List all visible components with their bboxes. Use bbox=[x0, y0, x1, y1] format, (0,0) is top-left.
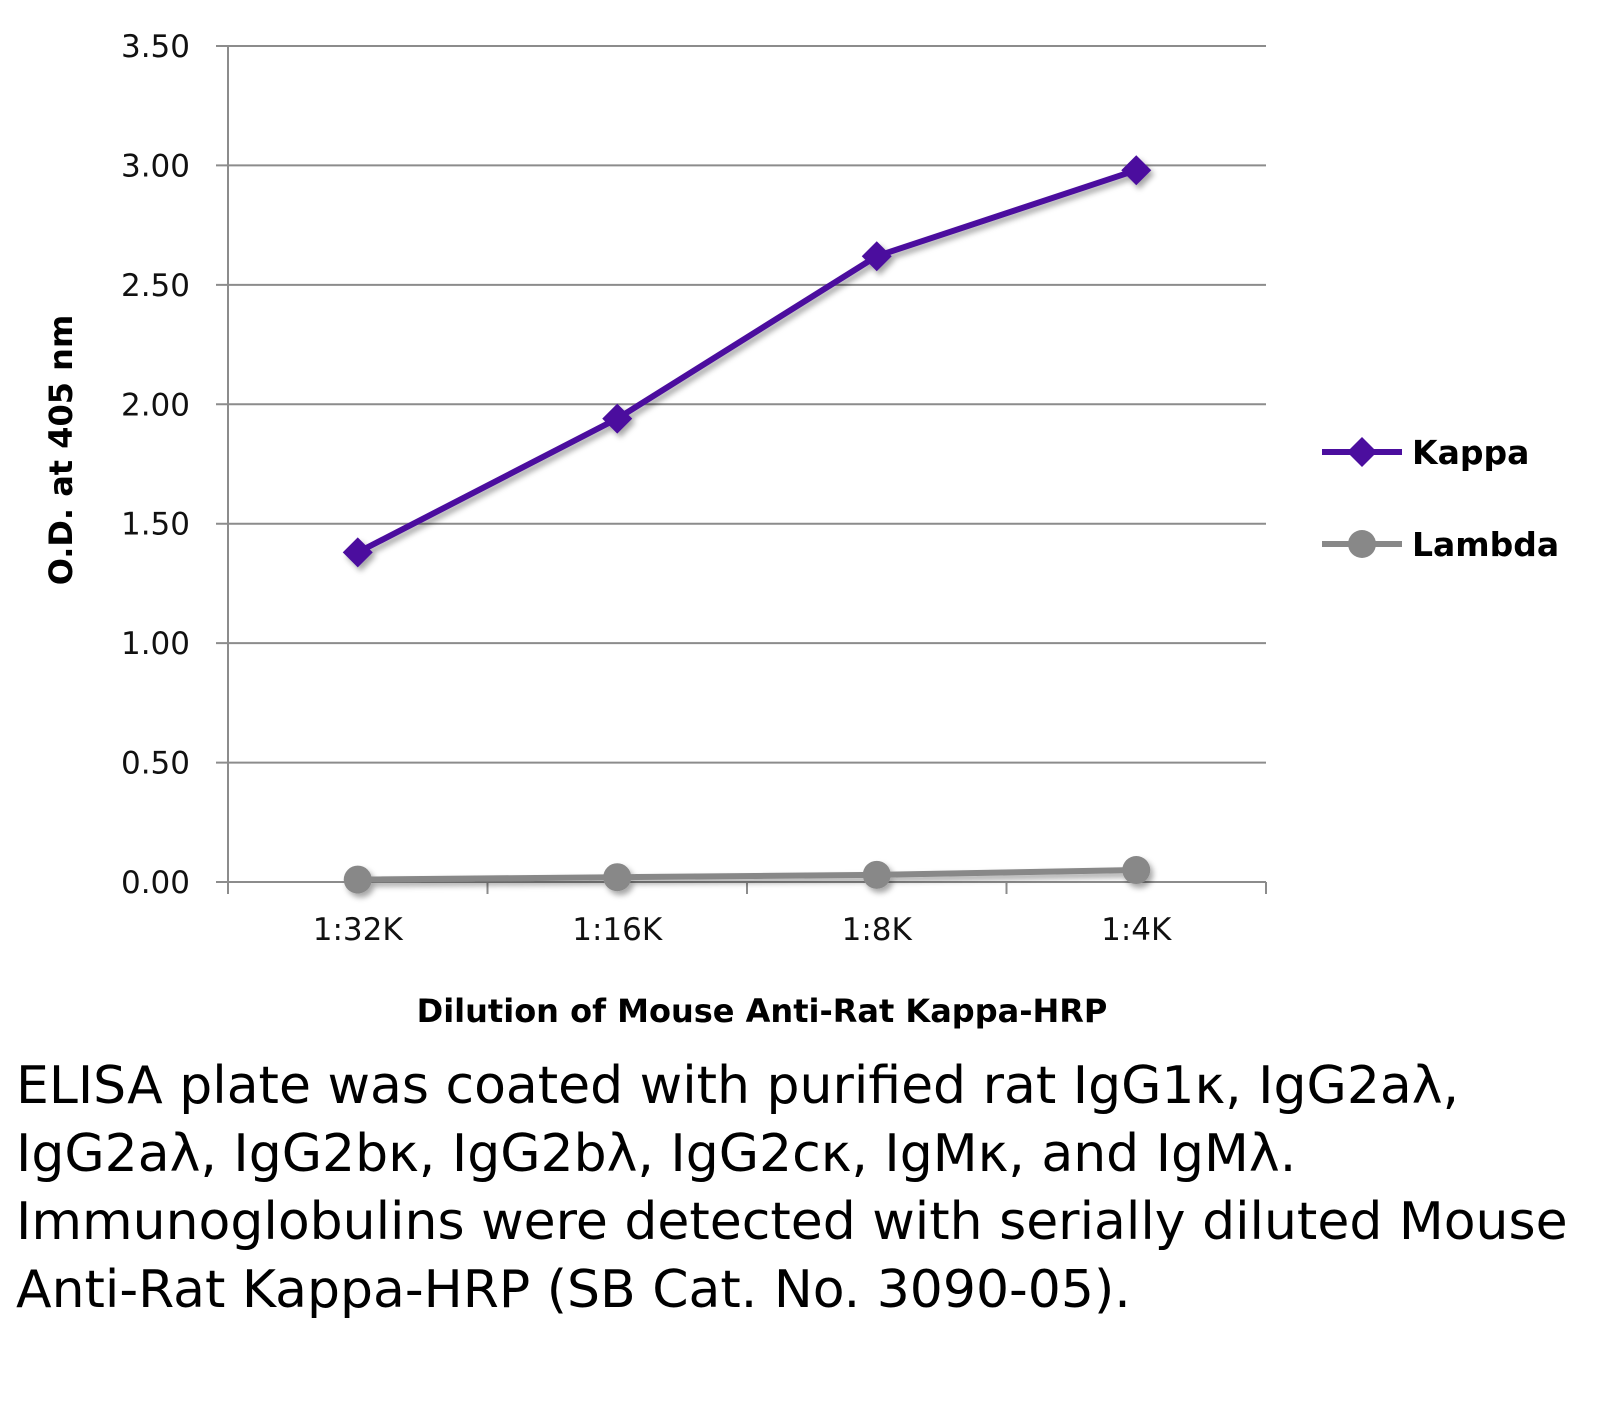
legend-item-kappa: Kappa bbox=[1322, 433, 1529, 472]
lambda-point bbox=[603, 863, 632, 892]
x-axis-title: Dilution of Mouse Anti-Rat Kappa-HRP bbox=[417, 992, 1108, 1030]
y-tick-label: 0.00 bbox=[121, 865, 190, 901]
x-tick-label: 1:4K bbox=[1101, 912, 1172, 948]
y-tick-label: 2.00 bbox=[121, 387, 190, 423]
x-tick-label: 1:16K bbox=[572, 912, 663, 948]
lambda-point bbox=[343, 865, 372, 894]
y-tick-label: 2.50 bbox=[121, 268, 190, 304]
y-tick-label: 0.50 bbox=[121, 746, 190, 782]
legend-swatch-marker bbox=[1347, 437, 1377, 467]
gridlines bbox=[216, 45, 1266, 883]
y-tick-label: 3.00 bbox=[121, 148, 190, 184]
kappa-point bbox=[861, 241, 892, 272]
legend: Kappa Lambda bbox=[1322, 433, 1559, 564]
series-layer bbox=[342, 155, 1152, 894]
y-axis-title: O.D. at 405 nm bbox=[42, 315, 80, 586]
x-tick-label: 1:8K bbox=[842, 912, 913, 948]
legend-label: Lambda bbox=[1412, 525, 1559, 564]
lambda-point bbox=[1122, 856, 1151, 885]
kappa-point bbox=[602, 403, 633, 434]
kappa-point bbox=[342, 537, 373, 568]
x-tick-label: 1:32K bbox=[313, 912, 404, 948]
line-chart: 0.000.501.001.502.002.503.003.50 1:32K 1:… bbox=[42, 29, 1559, 1030]
x-axis: 1:32K 1:16K 1:8K 1:4K bbox=[227, 46, 1267, 948]
lambda-point bbox=[862, 860, 891, 889]
figure-caption: ELISA plate was coated with purified rat… bbox=[16, 1056, 1568, 1320]
y-tick-label: 3.50 bbox=[121, 29, 190, 65]
series-lambda bbox=[343, 856, 1151, 894]
series-kappa bbox=[342, 155, 1152, 568]
kappa-point bbox=[1121, 155, 1152, 186]
y-tick-label: 1.50 bbox=[121, 507, 190, 543]
lambda-line bbox=[357, 867, 1137, 883]
y-axis-ticks: 0.00 0.50 1.00 1.50 2.00 2.50 3.00 3.50 bbox=[121, 29, 190, 901]
legend-swatch-marker bbox=[1348, 530, 1376, 558]
kappa-line bbox=[356, 167, 1138, 556]
legend-label: Kappa bbox=[1412, 433, 1529, 472]
legend-item-lambda: Lambda bbox=[1322, 525, 1559, 564]
y-tick-label: 1.00 bbox=[121, 626, 190, 662]
